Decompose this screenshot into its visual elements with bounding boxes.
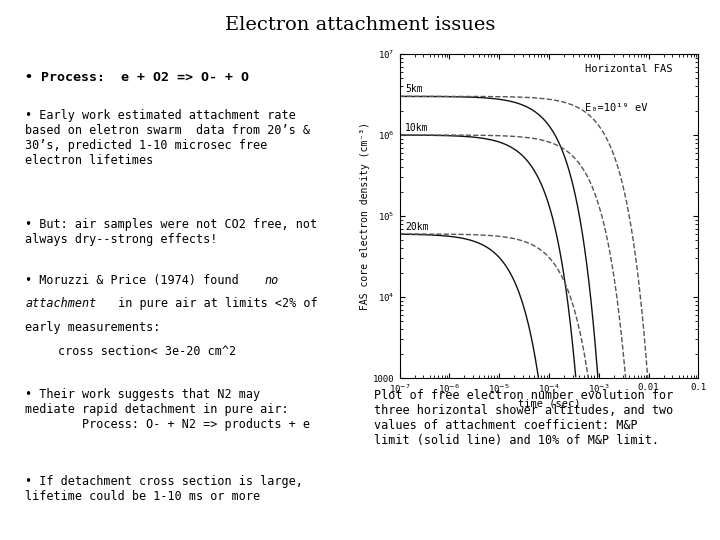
- Text: 20km: 20km: [405, 222, 429, 232]
- Text: • If detachment cross section is large,
lifetime could be 1-10 ms or more: • If detachment cross section is large, …: [25, 475, 303, 503]
- Text: Electron attachment issues: Electron attachment issues: [225, 16, 495, 34]
- Text: no: no: [265, 274, 279, 287]
- Text: Horizontal FAS: Horizontal FAS: [585, 64, 672, 74]
- Text: • Their work suggests that N2 may
mediate rapid detachment in pure air:
        : • Their work suggests that N2 may mediat…: [25, 388, 310, 430]
- Text: attachment: attachment: [25, 298, 96, 310]
- Text: • Process:  e + O2 => O- + O: • Process: e + O2 => O- + O: [25, 71, 249, 84]
- Text: • Early work estimated attachment rate
based on eletron swarm  data from 20’s &
: • Early work estimated attachment rate b…: [25, 109, 310, 167]
- Text: early measurements:: early measurements:: [25, 321, 161, 334]
- Y-axis label: FAS core electron density (cm⁻³): FAS core electron density (cm⁻³): [361, 122, 371, 310]
- Text: in pure air at limits <2% of: in pure air at limits <2% of: [111, 298, 318, 310]
- Text: cross section< 3e-20 cm^2: cross section< 3e-20 cm^2: [58, 345, 235, 358]
- Text: 5km: 5km: [405, 84, 423, 94]
- Text: E₀=10¹⁹ eV: E₀=10¹⁹ eV: [585, 103, 647, 113]
- Text: • Moruzzi & Price (1974) found: • Moruzzi & Price (1974) found: [25, 274, 246, 287]
- Text: • But: air samples were not CO2 free, not
always dry--strong effects!: • But: air samples were not CO2 free, no…: [25, 218, 318, 246]
- Text: 10km: 10km: [405, 123, 429, 133]
- X-axis label: time (sec): time (sec): [518, 398, 580, 408]
- Text: Plot of free electron number evolution for
three horizontal shower altitudes, an: Plot of free electron number evolution f…: [374, 389, 674, 447]
